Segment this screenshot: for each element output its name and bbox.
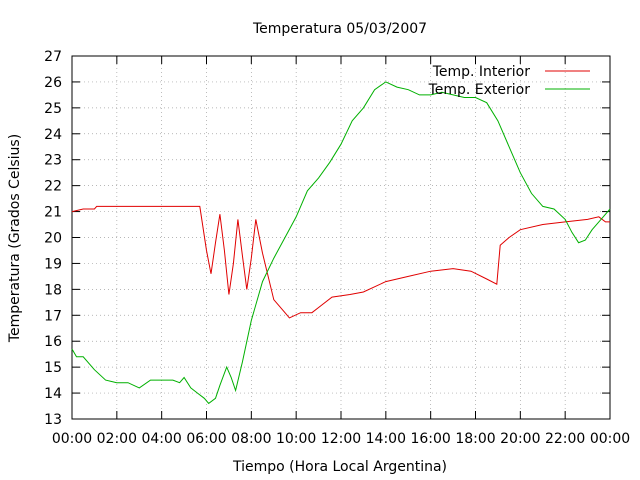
y-tick-label: 27 [44, 49, 62, 65]
chart-title: Temperatura 05/03/2007 [252, 21, 427, 37]
y-tick-label: 19 [44, 256, 62, 272]
x-tick-label: 00:00 [52, 431, 92, 447]
x-tick-label: 08:00 [231, 431, 271, 447]
y-tick-label: 23 [44, 153, 62, 169]
y-tick-label: 14 [44, 386, 62, 402]
y-tick-label: 16 [44, 334, 62, 350]
y-tick-label: 22 [44, 179, 62, 195]
x-tick-label: 12:00 [321, 431, 361, 447]
legend-label: Temp. Interior [432, 64, 531, 80]
x-tick-label: 20:00 [500, 431, 540, 447]
x-tick-label: 22:00 [545, 431, 585, 447]
x-axis-label: Tiempo (Hora Local Argentina) [232, 459, 447, 475]
series-lines [71, 81, 611, 405]
x-tick-label: 18:00 [455, 431, 495, 447]
series-line-temp-exterior [71, 81, 611, 405]
x-tick-label: 10:00 [276, 431, 316, 447]
y-tick-label: 17 [44, 308, 62, 324]
y-axis-label: Temperatura (Grados Celsius) [7, 134, 23, 343]
x-tick-label: 02:00 [97, 431, 137, 447]
x-tick-label: 00:00 [590, 431, 630, 447]
legend-label: Temp. Exterior [428, 82, 531, 98]
y-tick-label: 20 [44, 231, 62, 247]
y-tick-label: 15 [44, 360, 62, 376]
y-tick-label: 24 [44, 127, 62, 143]
x-tick-label: 16:00 [410, 431, 450, 447]
series-line-temp-interior [71, 205, 610, 319]
y-tick-label: 13 [44, 412, 62, 428]
x-tick-label: 14:00 [366, 431, 406, 447]
grid-lines [72, 56, 610, 419]
legend: Temp. Interior Temp. Exterior [428, 64, 590, 98]
x-tick-label: 06:00 [186, 431, 226, 447]
y-tick-label: 26 [44, 75, 62, 91]
axis-ticks: 13 14 15 16 17 18 19 20 21 22 23 24 25 26 27 00:00 02:00… [44, 49, 630, 447]
y-tick-label: 18 [44, 282, 62, 298]
x-tick-label: 04:00 [141, 431, 181, 447]
y-tick-label: 25 [44, 101, 62, 117]
y-tick-label: 21 [44, 205, 62, 221]
